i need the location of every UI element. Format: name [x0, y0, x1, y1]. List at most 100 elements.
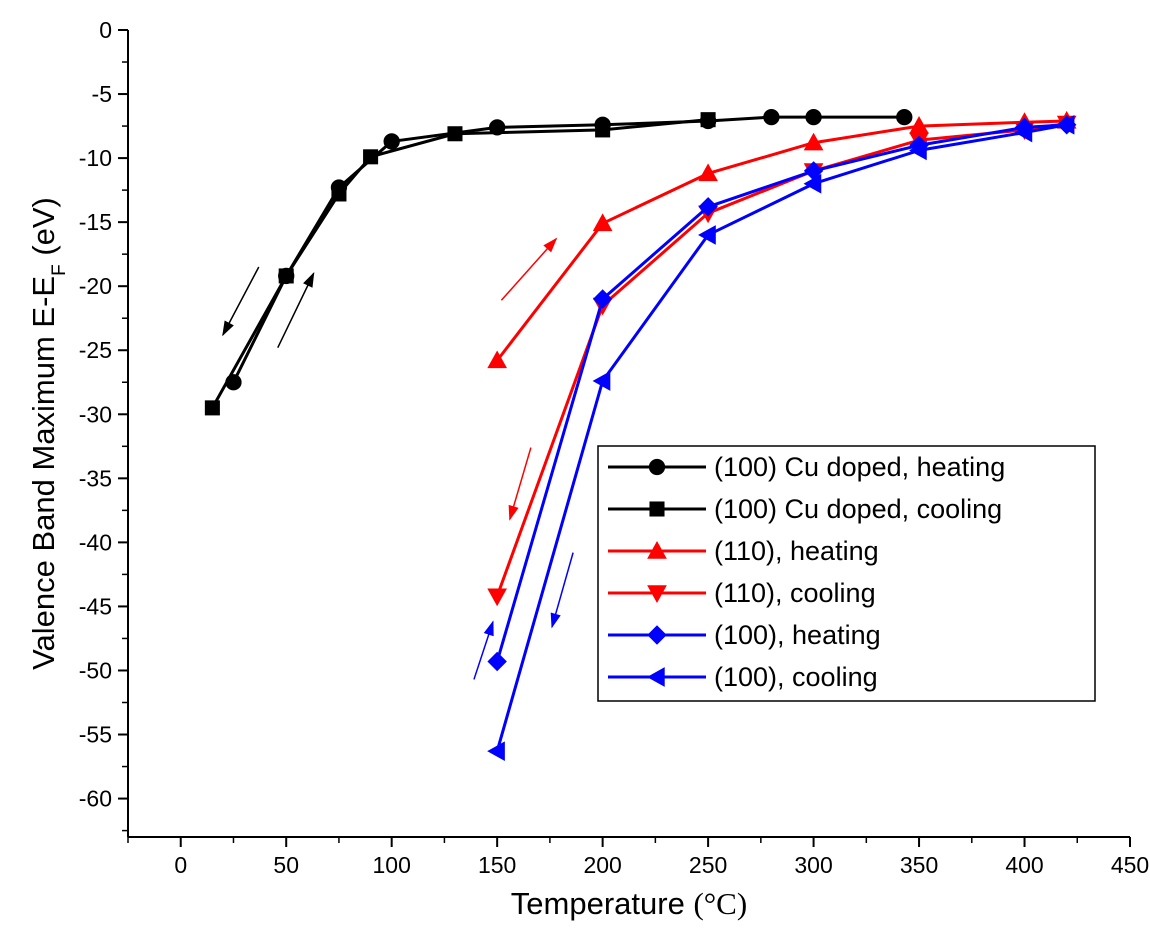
x-tick-label: 100 [372, 852, 410, 878]
legend-entry: (110), cooling [608, 578, 876, 608]
arrow-head [550, 612, 561, 629]
series-layer [204, 108, 1077, 762]
x-tick-label: 350 [900, 852, 938, 878]
data-point [595, 122, 611, 138]
data-point [803, 132, 824, 151]
data-point [803, 173, 822, 194]
legend-label: (110), cooling [714, 578, 876, 608]
x-tick-label: 50 [273, 852, 299, 878]
direction-arrow [508, 447, 532, 521]
y-tick-label: -15 [79, 209, 112, 235]
series-5 [487, 114, 1075, 762]
y-tick-label: -30 [79, 401, 112, 427]
arrow-head [508, 504, 519, 521]
data-point [1056, 114, 1075, 135]
legend-label: (100) Cu doped, cooling [714, 494, 1002, 524]
data-point [646, 667, 665, 687]
arrow-head [303, 272, 315, 288]
data-point [204, 400, 220, 416]
data-point [487, 741, 505, 762]
series-1 [204, 112, 716, 416]
legend-entry: (100), cooling [608, 662, 878, 692]
legend-entry: (110), heating [608, 536, 879, 566]
data-point [698, 225, 716, 245]
direction-arrow [277, 272, 315, 349]
data-point [487, 588, 508, 607]
y-tick-label: -60 [79, 786, 112, 812]
y-tick-label: -50 [79, 657, 112, 683]
data-point [698, 197, 718, 217]
x-axis-title: Temperature (°C) [511, 886, 747, 921]
x-tick-label: 200 [583, 852, 621, 878]
data-point [805, 108, 822, 126]
legend-box [597, 445, 1096, 702]
direction-arrow [550, 552, 574, 629]
data-point [331, 186, 347, 202]
legend-label: (100), heating [714, 620, 881, 650]
x-tick-label: 150 [478, 852, 516, 878]
x-tick-label: 450 [1111, 852, 1149, 878]
data-point [592, 289, 613, 309]
legend-label: (100), cooling [714, 662, 878, 692]
data-point [487, 651, 507, 672]
legend-entry: (100), heating [608, 620, 881, 650]
data-point [648, 458, 666, 476]
x-tick-label: 400 [1005, 852, 1043, 878]
data-point [763, 108, 780, 126]
data-point [592, 371, 611, 391]
direction-arrow [500, 237, 558, 301]
legend-label: (110), heating [714, 536, 879, 566]
x-axis-unit: (°C) [693, 886, 747, 921]
y-axis-title: Valence Band Maximum E-EF (eV) [26, 197, 70, 670]
plot-frame [127, 30, 1130, 838]
x-axis-label: Temperature [511, 886, 685, 921]
data-point [896, 108, 913, 126]
arrow-head [483, 620, 494, 637]
y-tick-label: -5 [92, 81, 112, 107]
arrow-head [222, 320, 234, 337]
series-0 [225, 108, 913, 391]
y-axis-label: Valence Band Maximum E-E [26, 276, 61, 670]
data-point [700, 112, 716, 128]
arrow-head [543, 237, 558, 253]
legend-entry: (100) Cu doped, cooling [608, 494, 1002, 524]
series-line [495, 119, 1067, 362]
data-point [1014, 122, 1033, 143]
series-line [211, 118, 709, 409]
y-tick-label: -10 [79, 145, 112, 171]
legend-label: (100) Cu doped, heating [714, 452, 1005, 482]
x-axis-ticks: 0 50 100 150 200 250 300 350 400 450 [127, 837, 1149, 878]
y-tick-label: 0 [99, 17, 112, 43]
y-tick-label: -40 [79, 529, 112, 555]
y-axis-unit: (eV) [26, 197, 61, 264]
data-point [647, 625, 667, 645]
x-tick-label: 300 [794, 852, 832, 878]
arrow-shaft [277, 273, 315, 349]
data-point [383, 133, 400, 150]
legend: (100) Cu doped, heating (100) Cu doped, c… [597, 445, 1096, 702]
y-tick-label: -25 [79, 337, 112, 363]
y-tick-label: -55 [79, 722, 112, 748]
y-axis-subscript: F [49, 264, 70, 276]
data-point [447, 126, 463, 142]
arrow-shaft [500, 238, 557, 301]
direction-arrow [222, 266, 260, 337]
x-tick-label: 250 [689, 852, 727, 878]
data-point [363, 149, 379, 165]
data-point [909, 140, 927, 161]
data-point [592, 213, 613, 232]
direction-arrow [473, 620, 494, 680]
y-tick-label: -20 [79, 273, 112, 299]
direction-arrows [222, 237, 574, 680]
x-tick-label: 0 [174, 852, 187, 878]
data-point [647, 540, 667, 559]
series-line [232, 115, 905, 383]
data-point [647, 585, 667, 604]
data-point [649, 501, 665, 517]
data-point [278, 268, 294, 284]
legend-entry: (100) Cu doped, heating [608, 452, 1005, 482]
series-2 [487, 110, 1077, 369]
data-point [698, 163, 718, 182]
y-tick-label: -35 [79, 465, 112, 491]
